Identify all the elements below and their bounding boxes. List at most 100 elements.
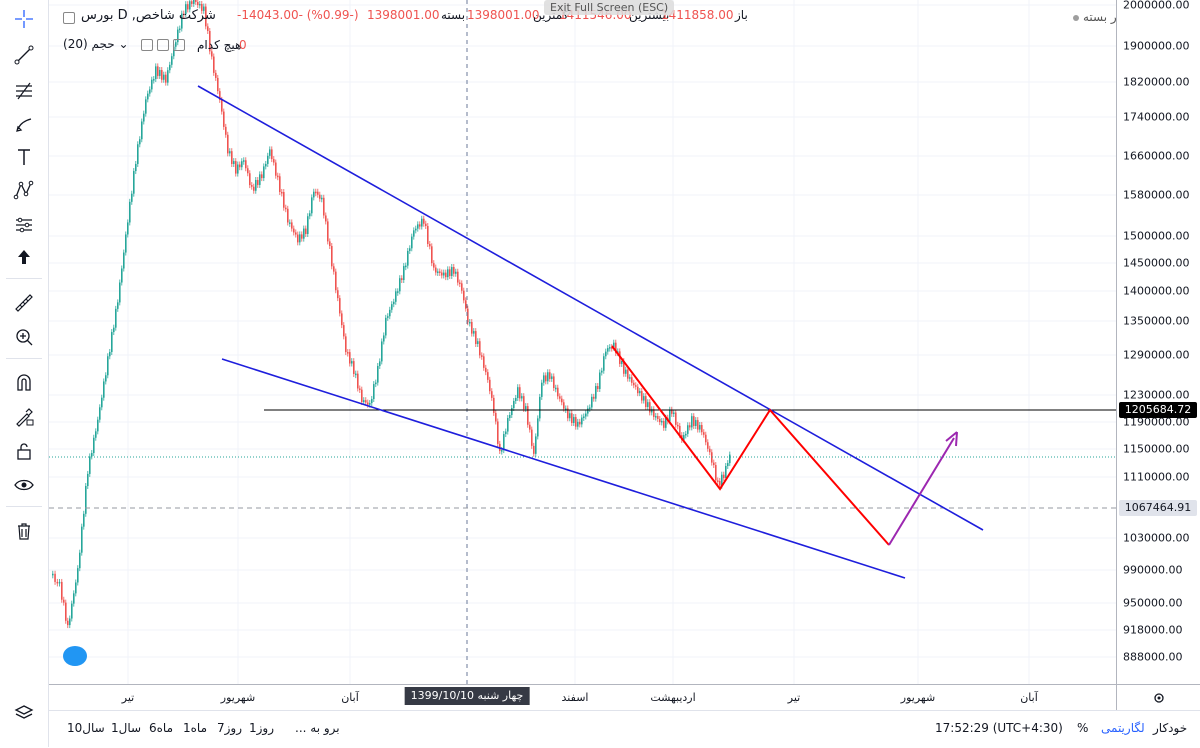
settings-icon[interactable] [141,38,153,51]
candle [529,424,531,430]
candle [533,445,535,454]
candle [123,252,125,269]
range-1y[interactable]: سال1 [111,721,142,735]
range-1m[interactable]: ماه1 [183,721,208,735]
tradingview-logo-icon[interactable] [63,646,87,666]
candle [91,453,93,457]
candle [621,361,623,364]
price-tick: 990000.00 [1123,563,1183,577]
price-chart[interactable] [49,0,1116,684]
candle [133,171,135,194]
candle [227,134,229,154]
candle [601,370,603,373]
trend-line-icon[interactable] [8,40,40,70]
candle [401,278,403,280]
candle [83,513,85,527]
candle [285,207,287,210]
range-7d[interactable]: روز7 [217,721,243,735]
candle [317,191,319,195]
candle [503,434,505,451]
ruler-icon[interactable] [8,288,40,318]
candle [647,402,649,407]
source-icon[interactable] [156,38,169,51]
candle [393,301,395,305]
range-6m[interactable]: ماه6 [149,721,174,735]
candle [701,425,703,433]
chart-settings-icon[interactable] [1116,684,1200,711]
candle [543,375,545,383]
candle [705,434,707,443]
exit-fullscreen-hint[interactable]: Exit Full Screen (ESC) [544,0,675,15]
candle [595,386,597,399]
goto-date[interactable]: ... برو به [295,721,340,735]
candle [77,568,79,583]
chart-canvas[interactable]: بورس D ,شرکت شاخص -14043.00- (%0.99-) 13… [49,0,1116,684]
candle [221,99,223,112]
candle [85,486,87,514]
price-axis[interactable]: 2000000.00 1900000.00 1820000.00 1740000.00… [1116,0,1200,684]
candle [335,271,337,291]
candle [611,347,613,349]
brush-icon[interactable] [8,110,40,140]
percent-toggle[interactable]: % [1077,721,1089,735]
candle [193,0,195,4]
candle [131,193,133,202]
candle [557,387,559,397]
candle [87,473,89,487]
candle [439,271,441,273]
candle [293,228,295,233]
candle [569,413,571,419]
symbol-title[interactable]: بورس D ,شرکت شاخص [81,8,216,23]
layers-icon[interactable] [8,698,40,728]
candle [291,222,293,229]
volume-indicator-legend[interactable]: حجم (20) ⌄ [63,37,129,51]
candle [56,581,59,584]
collapse-legend-icon[interactable] [63,11,75,24]
arrow-up-icon[interactable] [8,242,40,272]
candle [593,396,595,399]
crosshair-icon[interactable] [8,4,40,34]
log-toggle[interactable]: لگاریتمی [1101,721,1145,735]
close-icon[interactable] [172,38,185,51]
time-axis[interactable]: تیر شهریور آبان اسفند اردیبهشت تیر شهریور آبان … [49,684,1116,711]
unlock-icon[interactable] [8,436,40,466]
candle [387,316,389,318]
price-tick: 1660000.00 [1123,149,1190,163]
candle [665,417,667,428]
zoom-in-icon[interactable] [8,322,40,352]
candle [65,602,67,621]
candle [521,396,523,399]
range-10y[interactable]: سال10 [67,721,105,735]
prediction-icon[interactable] [8,210,40,240]
candle [115,308,117,328]
candle [277,175,279,178]
eye-icon[interactable] [8,470,40,500]
pattern-icon[interactable] [8,175,40,205]
candle [659,418,661,423]
fib-tool-icon[interactable] [8,76,40,106]
candle [427,226,429,244]
candle [129,201,131,223]
auto-toggle[interactable]: خودکار [1153,721,1188,735]
candle [457,271,459,283]
candle [61,581,63,600]
candle [459,282,461,285]
candle [561,398,563,403]
price-tick: 1230000.00 [1123,388,1190,402]
candle [143,113,145,122]
chevron-down-icon[interactable]: ⌄ [118,37,129,51]
candle [113,327,115,333]
text-tool-icon[interactable] [8,142,40,172]
candle [253,186,255,191]
candle [509,415,511,419]
candle [491,391,493,398]
magnet-icon[interactable] [8,368,40,398]
lock-drawing-icon[interactable] [8,402,40,432]
candle [121,268,123,283]
candle [215,72,217,78]
candle [513,400,515,409]
candle [661,420,663,423]
trash-icon[interactable] [8,516,40,546]
range-1d[interactable]: روز1 [249,721,275,735]
candle [707,442,709,449]
